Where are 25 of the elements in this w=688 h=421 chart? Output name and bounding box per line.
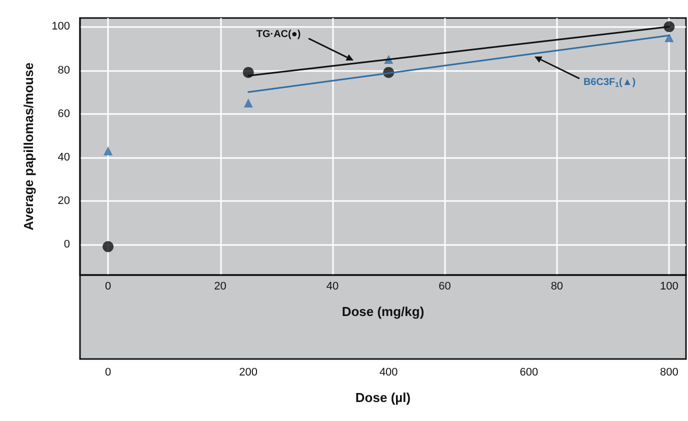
y-axis-title: Average papillomas/mouse — [21, 62, 36, 230]
x-tick-label: 60 — [438, 280, 451, 292]
x-tick-label: 0 — [104, 280, 112, 292]
y-tick-label: 80 — [58, 64, 70, 76]
x2-axis-title: Dose (µl) — [355, 390, 411, 405]
x-tick-label: 20 — [214, 280, 226, 292]
x2-tick-label: 800 — [660, 366, 678, 378]
x-tick-label: 100 — [660, 280, 678, 292]
point — [102, 241, 114, 252]
point — [244, 98, 253, 108]
x-tick-label: 40 — [326, 280, 339, 292]
point — [104, 146, 113, 156]
y-tick-label: 60 — [58, 108, 70, 120]
y-tick-label: 40 — [58, 151, 70, 164]
x2-tick-label: 400 — [379, 366, 398, 378]
x2-tick-label: 200 — [239, 366, 258, 378]
text: TG·AC(●) — [256, 28, 301, 40]
x-tick-label: 80 — [550, 280, 564, 292]
x2-tick-label: 600 — [520, 366, 538, 378]
y-tick-label: 20 — [58, 194, 70, 207]
y-tick-label: 0 — [64, 238, 70, 251]
point — [242, 66, 254, 78]
y-tick-label: 100 — [52, 20, 70, 33]
x2-tick-label: 0 — [104, 366, 112, 378]
x-axis-title: Dose (mg/kg) — [342, 304, 424, 319]
